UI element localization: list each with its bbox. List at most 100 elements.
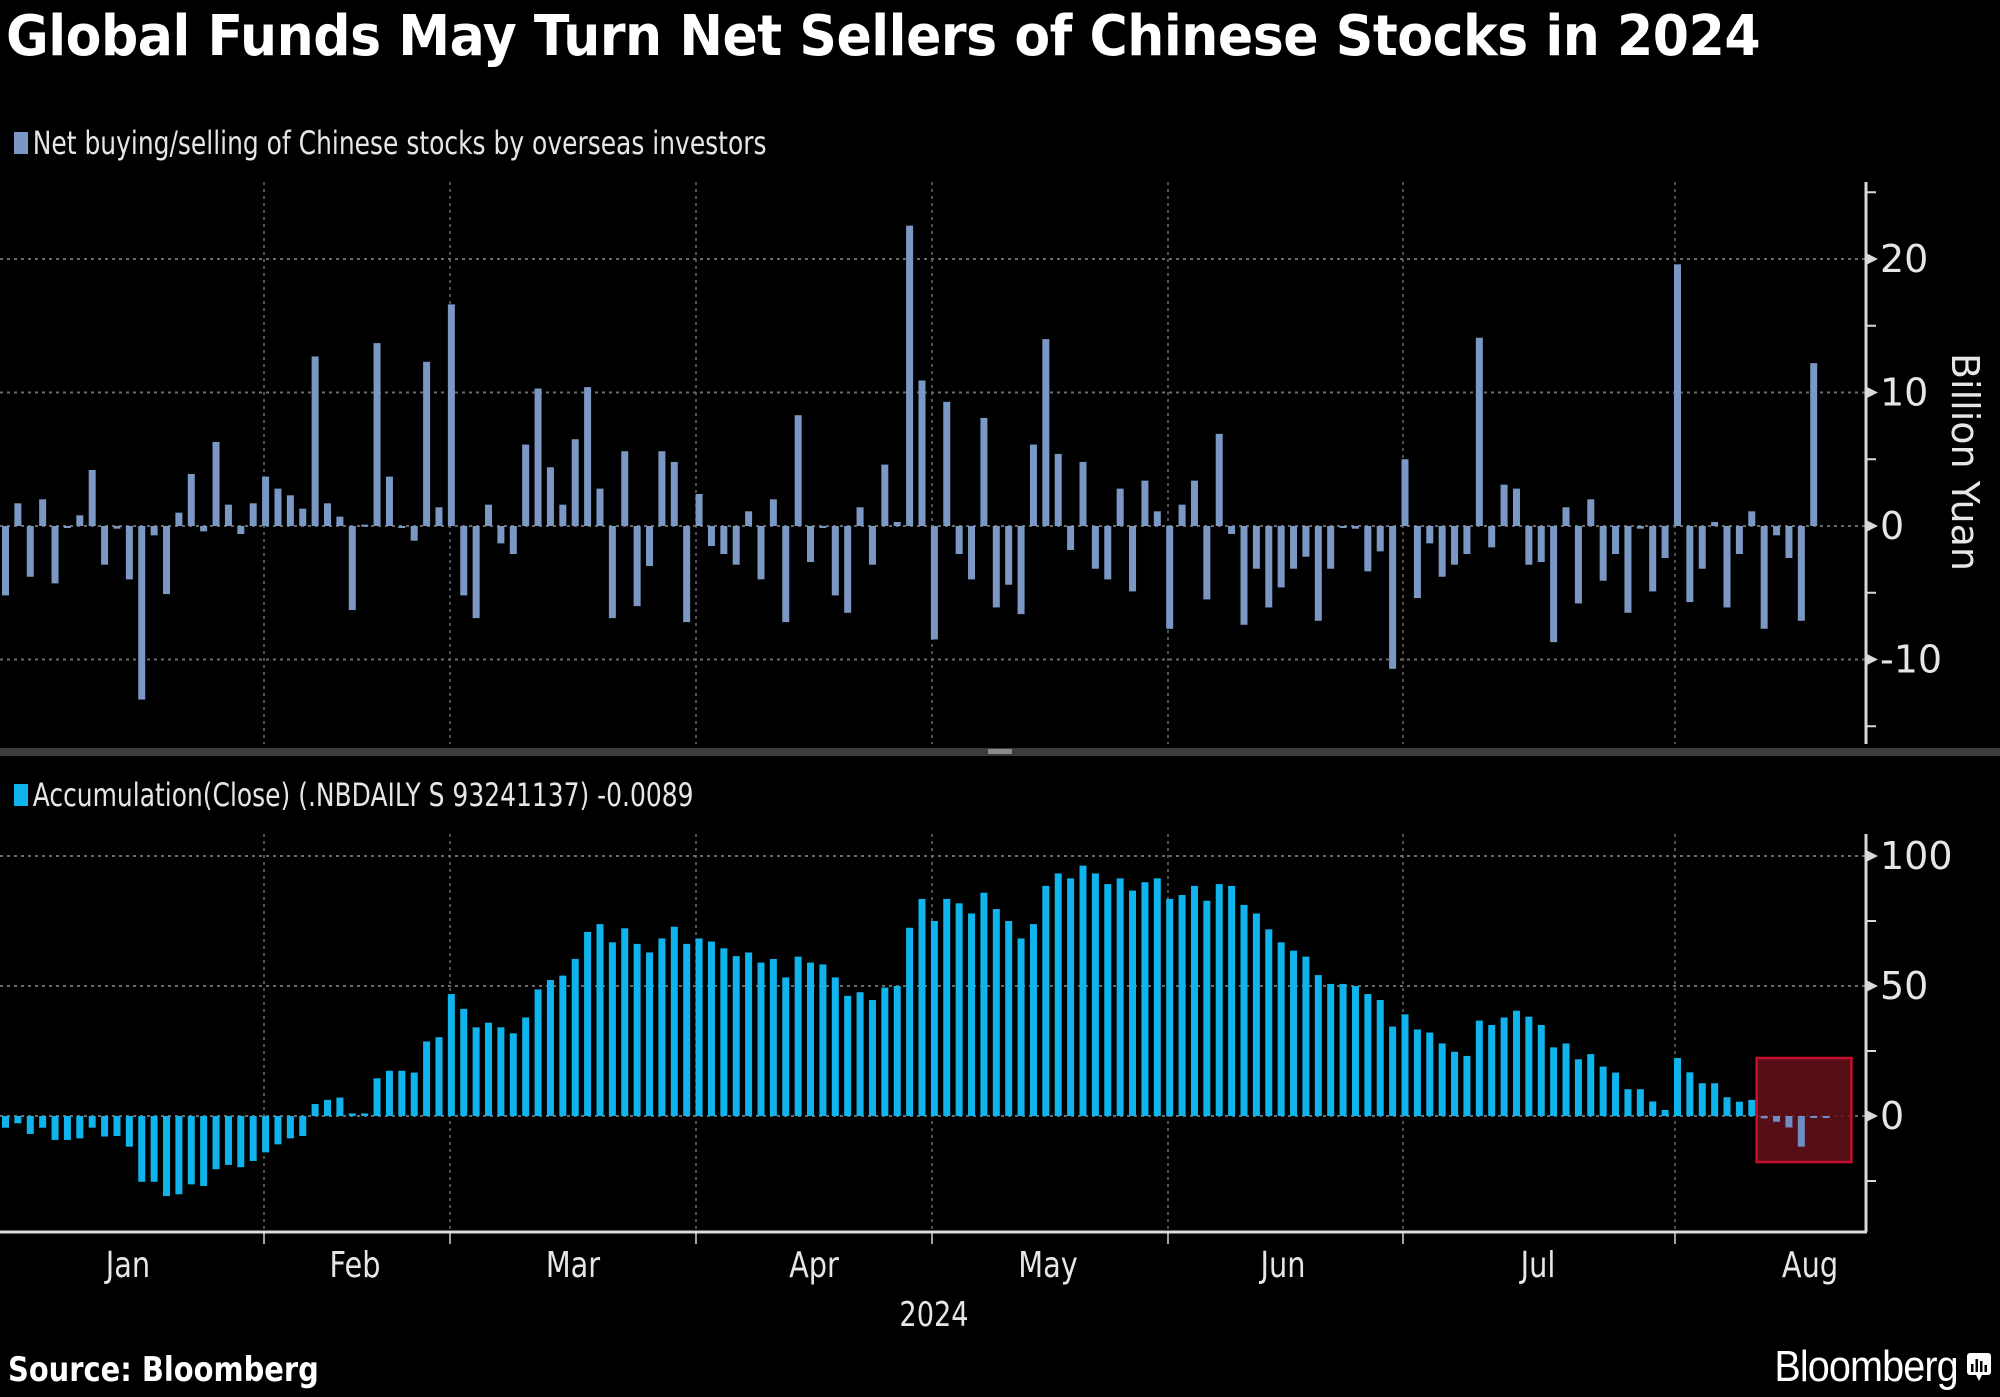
bottom-bar [1661,1110,1669,1116]
top-bar [1351,526,1359,529]
top-bar [732,526,740,565]
bloomberg-chart-icon [1967,1353,1991,1381]
bottom-bar [1351,986,1359,1116]
bottom-bar [794,956,802,1116]
top-bar [14,503,22,526]
bottom-bar [1624,1089,1632,1116]
top-bar [200,526,208,532]
top-bar [794,415,802,526]
bottom-bar [274,1116,282,1145]
top-bar [1525,526,1533,565]
top-bar [1785,526,1793,559]
bottom-bar [472,1027,480,1116]
top-bar [361,524,369,527]
top-bar [707,526,715,547]
highlight-box-group [1755,1056,1853,1164]
top-bar [447,304,455,526]
top-bar [819,526,827,528]
bottom-bar [1537,1025,1545,1116]
legend-label-net-buying: Net buying/selling of Chinese stocks by … [32,124,767,162]
bloomberg-logo: Bloomberg [1754,1342,1992,1392]
top-bar [1550,526,1558,643]
bottom-bar [1698,1083,1706,1116]
top-bar [101,526,109,565]
top-bar [39,499,47,526]
top-bar [559,504,567,526]
top-bar [373,343,381,526]
highlighted-bar [1797,1116,1805,1147]
bottom-bars [2,865,1830,1197]
bottom-bar [1512,1010,1520,1116]
x-axis-month-label: May [1018,1244,1078,1286]
top-bar [1636,526,1644,529]
top-bar [51,526,59,584]
top-bar [571,439,579,526]
top-bar [522,444,530,526]
legend-swatch-net-buying [14,132,29,154]
top-bar [992,526,1000,608]
bottom-bar [1488,1025,1496,1116]
top-bar [187,473,195,526]
bottom-bar [311,1104,319,1116]
bottom-bar [39,1116,47,1128]
top-bar [324,503,332,526]
top-bar [262,476,270,526]
top-bar [1005,526,1013,585]
bottom-bar [286,1116,294,1139]
bottom-bar [968,913,976,1116]
bottom-bar [237,1116,245,1168]
top-bar [1797,526,1805,621]
x-axis-month-label: Jun [1259,1244,1306,1286]
panel-divider[interactable] [0,748,2000,756]
top-bar [1042,339,1050,526]
top-bar [1574,526,1582,604]
bottom-bar [1649,1101,1657,1116]
bottom-bar [881,987,889,1116]
top-bar [1314,526,1322,621]
top-bar [348,526,356,611]
bottom-bar [856,992,864,1116]
bottom-bar [745,952,753,1116]
chart-title: Global Funds May Turn Net Sellers of Chi… [6,4,1761,69]
top-bar [1673,264,1681,526]
top-major-tick [1866,253,1878,265]
bottom-bar [509,1033,517,1116]
bottom-bar [1426,1032,1434,1116]
bottom-tick-label: 50 [1880,964,1928,1008]
top-tick-label: -10 [1880,638,1942,682]
bottom-bar [435,1037,443,1116]
top-bar [534,388,542,526]
top-bar [906,225,914,526]
top-bar [1624,526,1632,613]
bottom-bar [1364,994,1372,1116]
source-note: Source: Bloomberg [8,1350,319,1390]
bottom-bar [1153,878,1161,1116]
top-bar [1649,526,1657,592]
top-bar [1240,526,1248,625]
divider-drag-handle[interactable] [988,749,1012,754]
bottom-bar [1475,1020,1483,1116]
bottom-bar [1166,898,1174,1116]
bottom-bar [150,1116,158,1182]
bottom-bar [807,962,815,1116]
top-bar [633,526,641,607]
bottom-bar [1005,921,1013,1116]
top-bar [683,526,691,623]
bottom-bar [1550,1047,1558,1116]
x-axis-month-label: Jan [104,1244,150,1286]
top-bar [930,526,938,640]
bottom-bar [175,1116,183,1195]
bottom-bar [447,994,455,1116]
x-axis-month-label: Apr [789,1244,839,1286]
top-bar [1723,526,1731,608]
top-bar [646,526,654,567]
top-bar [1711,521,1719,526]
bottom-bar [893,986,901,1116]
bottom-bar [460,1008,468,1116]
top-bar [1029,444,1037,526]
top-bar [1599,526,1607,581]
bottom-bar [608,942,616,1116]
bottom-bar [1178,895,1186,1116]
bottom-bar [1252,913,1260,1116]
bottom-major-tick [1866,1110,1878,1122]
